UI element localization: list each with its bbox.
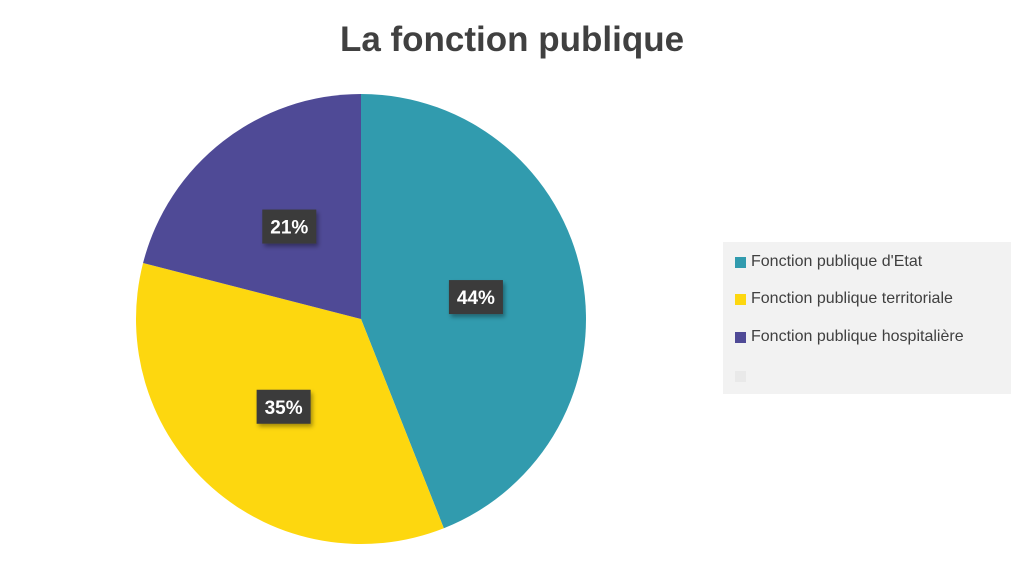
chart-legend: Fonction publique d'Etat Fonction publiq… [723,242,1011,394]
legend-swatch [735,370,746,382]
data-label-text: 35% [265,398,303,419]
data-label-box [256,389,311,424]
data-label-text: 21% [270,218,308,239]
legend-swatch [735,256,746,268]
data-label-box [262,209,317,244]
pie-slice [143,94,361,319]
data-label: 35% [256,389,311,424]
legend-label: Fonction publique d'Etat [751,253,923,270]
data-label: 21% [262,209,317,244]
legend-swatch [735,293,746,305]
data-label-text: 44% [457,288,495,309]
legend-label: Fonction publique hospitalière [751,328,964,345]
legend-label: Fonction publique territoriale [751,290,953,307]
legend-item: Fonction publique territoriale [735,288,953,310]
data-label: 44% [448,280,503,315]
legend-item: Fonction publique hospitalière [735,326,964,348]
legend-item [735,365,751,387]
chart-title: La fonction publique [339,20,685,59]
data-label-box [448,280,503,315]
legend-item: Fonction publique d'Etat [735,251,922,273]
legend-swatch [735,331,746,343]
